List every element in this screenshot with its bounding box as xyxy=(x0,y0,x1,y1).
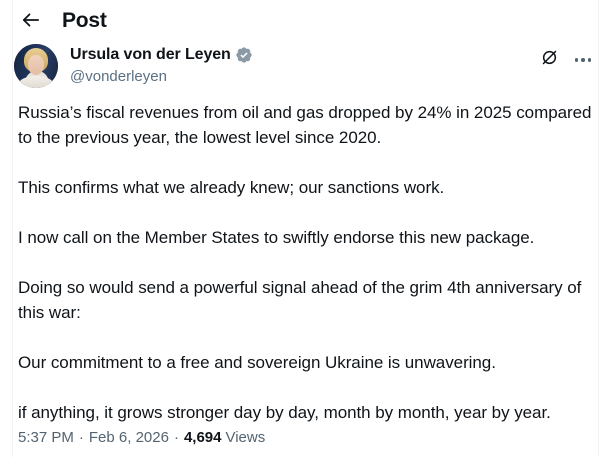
verified-badge-icon[interactable] xyxy=(235,46,253,64)
post-date: Feb 6, 2026 xyxy=(88,429,169,446)
avatar-shoulders xyxy=(19,75,53,88)
display-name-line: Ursula von der Leyen xyxy=(70,44,253,66)
views-count[interactable]: 4,694 xyxy=(183,429,222,446)
post-paragraph: Our commitment to a free and sovereign U… xyxy=(18,353,496,372)
more-options-button[interactable] xyxy=(571,48,595,72)
back-button[interactable] xyxy=(16,5,46,35)
avatar[interactable] xyxy=(14,44,58,88)
more-options-icon xyxy=(574,58,592,62)
author-display-name[interactable]: Ursula von der Leyen xyxy=(70,46,231,63)
grok-slashed-circle-icon xyxy=(540,48,559,72)
post-paragraph: This confirms what we already knew; our … xyxy=(18,178,445,197)
meta-separator: · xyxy=(173,429,179,446)
post-actions xyxy=(537,48,595,72)
author-handle[interactable]: @vonderleyen xyxy=(70,68,167,85)
post-text: Russia’s fiscal revenues from oil and ga… xyxy=(18,100,592,425)
author-row[interactable]: Ursula von der Leyen @vonderleyen xyxy=(14,44,592,90)
post-paragraph: Doing so would send a powerful signal ah… xyxy=(18,278,582,322)
post-paragraph: if anything, it grows stronger day by da… xyxy=(18,403,551,422)
post-time: 5:37 PM xyxy=(18,429,74,446)
back-arrow-icon xyxy=(21,10,41,30)
post-paragraph: Russia’s fiscal revenues from oil and ga… xyxy=(18,103,592,147)
post-meta: 5:37 PM · Feb 6, 2026 · 4,694 Views xyxy=(18,428,265,448)
post-paragraph: I now call on the Member States to swift… xyxy=(18,228,535,247)
avatar-face xyxy=(27,54,45,75)
author-text: Ursula von der Leyen @vonderleyen xyxy=(70,44,253,87)
left-column-rule xyxy=(12,0,13,457)
post-header: Post xyxy=(0,0,611,40)
page-title: Post xyxy=(62,8,107,32)
meta-separator: · xyxy=(78,429,84,446)
right-column-rule xyxy=(598,0,599,457)
grok-button[interactable] xyxy=(537,48,561,72)
views-label: Views xyxy=(225,429,266,446)
